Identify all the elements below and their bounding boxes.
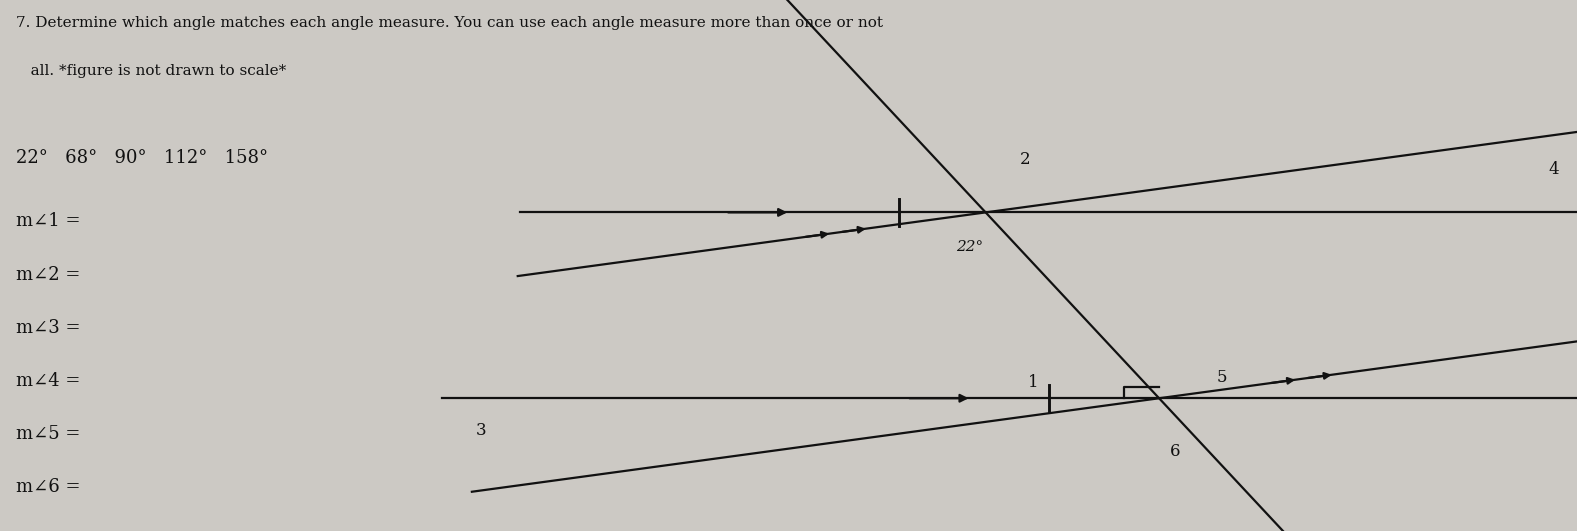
Text: m∠3 =: m∠3 = bbox=[16, 319, 80, 337]
Text: m∠4 =: m∠4 = bbox=[16, 372, 80, 390]
Text: m∠5 =: m∠5 = bbox=[16, 425, 80, 443]
Text: 6: 6 bbox=[1170, 443, 1180, 460]
Text: 2: 2 bbox=[1020, 151, 1030, 168]
Text: 7. Determine which angle matches each angle measure. You can use each angle meas: 7. Determine which angle matches each an… bbox=[16, 16, 883, 30]
Text: m∠2 =: m∠2 = bbox=[16, 266, 80, 284]
Text: all. *figure is not drawn to scale*: all. *figure is not drawn to scale* bbox=[16, 64, 285, 78]
Text: 1: 1 bbox=[1028, 374, 1038, 391]
Text: m∠1 =: m∠1 = bbox=[16, 212, 80, 230]
Text: 4: 4 bbox=[1549, 161, 1558, 178]
Text: 22°   68°   90°   112°   158°: 22° 68° 90° 112° 158° bbox=[16, 149, 268, 167]
Text: 3: 3 bbox=[476, 422, 486, 439]
Text: 22°: 22° bbox=[956, 240, 984, 254]
Text: 5: 5 bbox=[1217, 369, 1227, 386]
Text: m∠6 =: m∠6 = bbox=[16, 478, 80, 496]
